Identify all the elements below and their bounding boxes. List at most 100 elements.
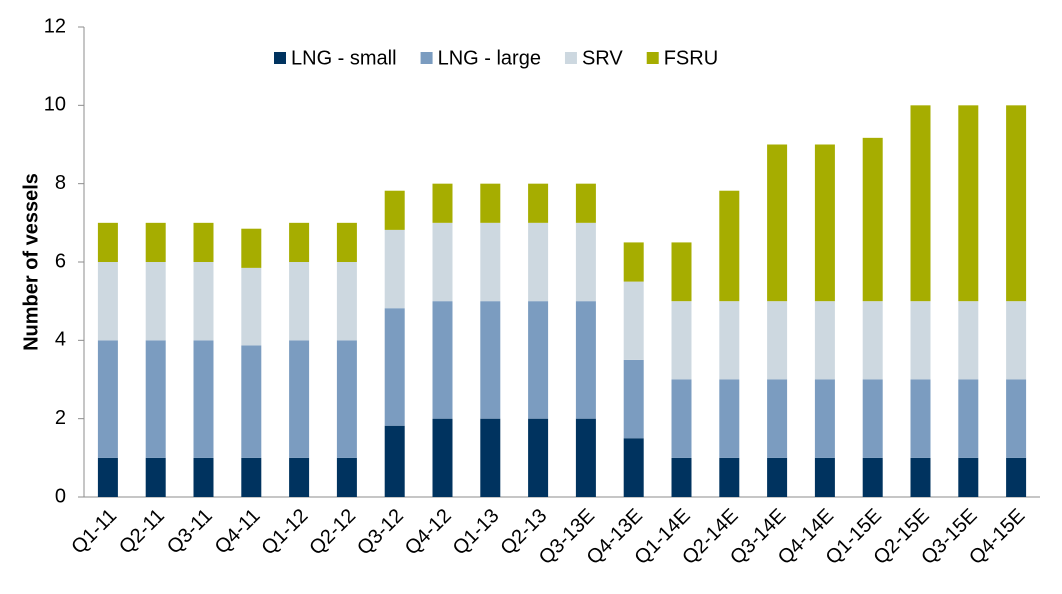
- bar-segment: [432, 418, 453, 497]
- bar-segment: [814, 144, 835, 302]
- bar-segment: [862, 379, 883, 458]
- bar-segment: [336, 262, 357, 341]
- y-tick-label: 4: [55, 329, 66, 351]
- bar-segment: [97, 262, 118, 341]
- bar-segment: [97, 340, 118, 458]
- bar-segment: [193, 340, 214, 458]
- bar-segment: [289, 222, 310, 262]
- bar-segment: [767, 379, 788, 458]
- legend-label: FSRU: [664, 47, 718, 69]
- bar-segment: [623, 359, 644, 439]
- bar-segment: [97, 457, 118, 497]
- bar-segment: [193, 222, 214, 262]
- bar-segment: [719, 379, 740, 458]
- legend-swatch: [564, 52, 577, 64]
- bar-segment: [289, 262, 310, 341]
- bar-segment: [910, 457, 931, 497]
- bar-segment: [384, 229, 405, 309]
- y-tick-label: 6: [55, 250, 66, 272]
- bar-segment: [575, 222, 596, 302]
- bar-segment: [767, 144, 788, 302]
- x-tick-label: Q3-12: [353, 505, 408, 560]
- y-tick-label: 12: [44, 15, 66, 37]
- bar-segment: [241, 228, 262, 268]
- y-tick-label: 0: [55, 485, 66, 507]
- bar-segment: [480, 301, 501, 419]
- bar-segment: [145, 340, 166, 458]
- bar-segment: [336, 457, 357, 497]
- bar-segment: [719, 301, 740, 380]
- bar-segment: [623, 438, 644, 497]
- bar-segment: [958, 379, 979, 458]
- x-tick-label: Q2-11: [115, 505, 169, 559]
- bar-segment: [814, 379, 835, 458]
- legend-label: LNG - large: [438, 47, 541, 69]
- bar-segment: [241, 267, 262, 346]
- bar-segment: [1006, 457, 1027, 497]
- bar-segment: [910, 301, 931, 380]
- bar-segment: [671, 379, 692, 458]
- bar-segment: [145, 457, 166, 497]
- bar-segment: [575, 418, 596, 497]
- y-tick-label: 10: [44, 94, 66, 116]
- bar-segment: [432, 183, 453, 223]
- x-tick-label: Q1-11: [67, 505, 121, 559]
- x-tick-label: Q3-11: [163, 505, 217, 559]
- bar-segment: [241, 345, 262, 458]
- bar-segment: [575, 301, 596, 419]
- bar-segment: [528, 301, 549, 419]
- bar-segment: [336, 340, 357, 458]
- bar-segment: [384, 425, 405, 497]
- bar-segment: [910, 105, 931, 302]
- bar-segment: [97, 222, 118, 262]
- bar-segment: [623, 281, 644, 360]
- bar-segment: [1006, 301, 1027, 380]
- bar-segment: [958, 457, 979, 497]
- bar-segment: [336, 222, 357, 262]
- bar-segment: [480, 418, 501, 497]
- bar-segment: [145, 262, 166, 341]
- bar-segment: [671, 242, 692, 302]
- bar-segment: [814, 457, 835, 497]
- x-tick-label: Q4-12: [401, 505, 456, 560]
- bar-segment: [1006, 379, 1027, 458]
- bar-segment: [241, 457, 262, 497]
- bar-segment: [480, 222, 501, 302]
- x-tick-label: Q1-13: [449, 505, 504, 560]
- bar-segment: [528, 183, 549, 223]
- legend-swatch: [420, 52, 433, 64]
- bar-segment: [432, 222, 453, 302]
- y-tick-label: 2: [55, 407, 66, 429]
- legend-swatch: [274, 52, 286, 64]
- y-tick-label: 8: [55, 172, 66, 194]
- legend-label: LNG - small: [291, 47, 397, 69]
- legend-label: SRV: [582, 47, 623, 69]
- x-tick-label: Q2-12: [305, 505, 360, 560]
- bar-segment: [671, 457, 692, 497]
- bar-segment: [862, 301, 883, 380]
- y-axis-label: Number of vessels: [20, 173, 42, 351]
- bar-segment: [528, 418, 549, 497]
- bar-segment: [289, 457, 310, 497]
- bar-segment: [575, 183, 596, 223]
- bar-segment: [814, 301, 835, 380]
- bar-segment: [958, 105, 979, 302]
- bar-segment: [719, 190, 740, 302]
- bar-segment: [384, 308, 405, 426]
- x-tick-label: Q4-11: [211, 505, 265, 559]
- bar-segment: [528, 222, 549, 302]
- bar-segment: [1006, 105, 1027, 302]
- bar-segment: [384, 190, 405, 230]
- bar-segment: [862, 137, 883, 302]
- bar-segment: [193, 457, 214, 497]
- bar-segment: [193, 262, 214, 341]
- bar-segment: [767, 457, 788, 497]
- bar-segment: [289, 340, 310, 458]
- bar-segment: [958, 301, 979, 380]
- bar-segment: [862, 457, 883, 497]
- x-tick-label: Q1-12: [258, 505, 313, 560]
- bar-segment: [480, 183, 501, 223]
- bar-segment: [910, 379, 931, 458]
- bar-segment: [145, 222, 166, 262]
